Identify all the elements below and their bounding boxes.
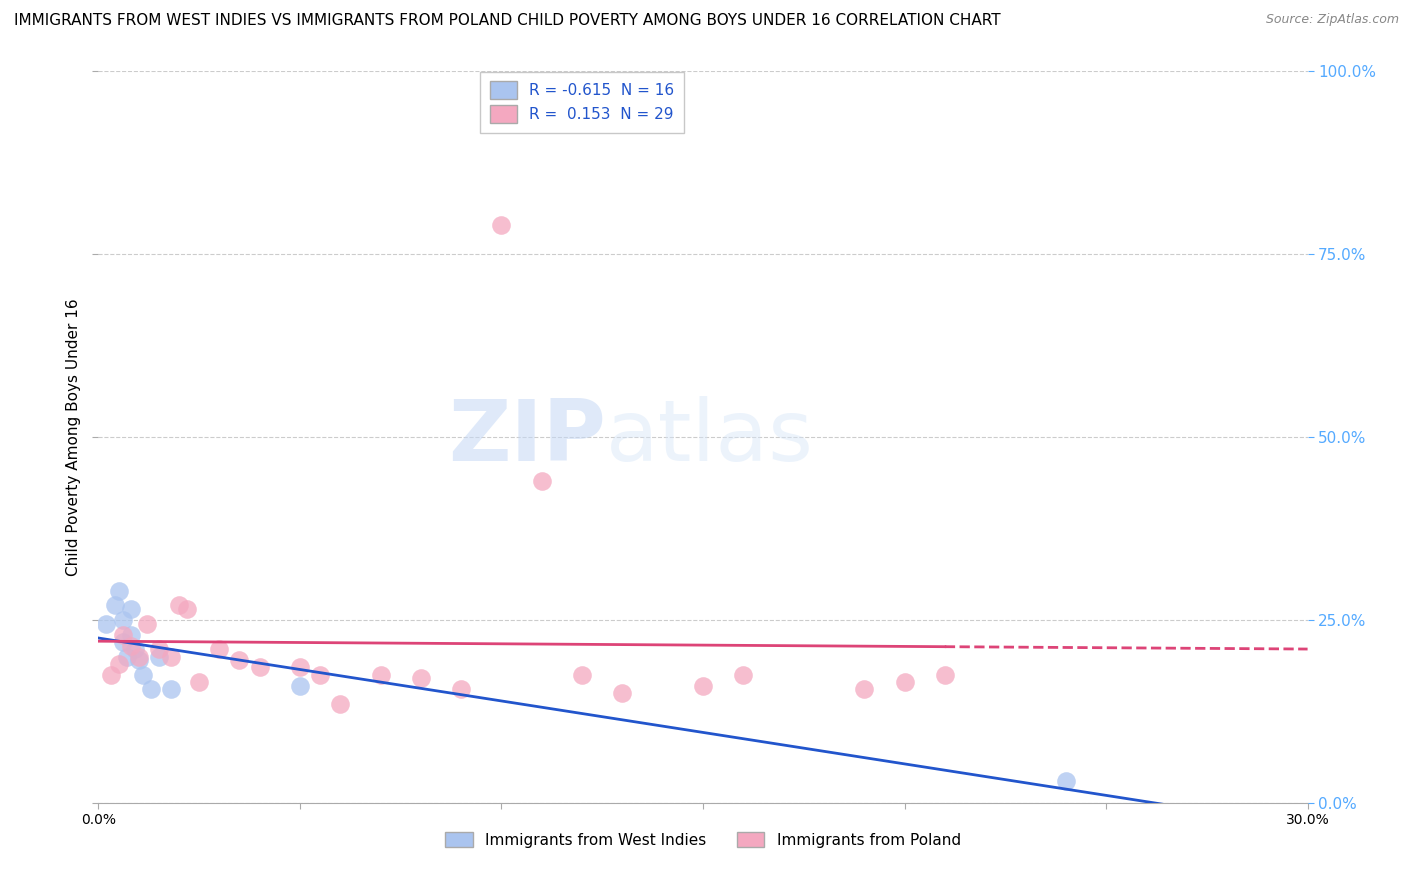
- Point: [115, 649, 138, 664]
- Point: [111, 627, 134, 641]
- Point: [103, 599, 125, 613]
- Text: atlas: atlas: [606, 395, 814, 479]
- Point: [96, 616, 118, 631]
- Point: [208, 642, 231, 657]
- Point: [139, 682, 162, 697]
- Point: [120, 627, 142, 641]
- Point: [571, 667, 593, 681]
- Point: [288, 660, 311, 674]
- Y-axis label: Child Poverty Among Boys Under 16: Child Poverty Among Boys Under 16: [66, 298, 82, 576]
- Point: [692, 679, 714, 693]
- Point: [612, 686, 634, 700]
- Point: [120, 639, 142, 653]
- Point: [530, 474, 553, 488]
- Point: [100, 667, 122, 681]
- Point: [111, 613, 134, 627]
- Point: [409, 672, 432, 686]
- Point: [160, 682, 183, 697]
- Point: [853, 682, 876, 697]
- Point: [228, 653, 250, 667]
- Point: [148, 642, 170, 657]
- Point: [733, 667, 755, 681]
- Point: [249, 660, 271, 674]
- Point: [135, 616, 157, 631]
- Text: ZIP: ZIP: [449, 395, 606, 479]
- Point: [329, 697, 352, 711]
- Point: [176, 602, 198, 616]
- Point: [309, 667, 332, 681]
- Point: [107, 657, 129, 671]
- Point: [370, 667, 392, 681]
- Point: [160, 649, 183, 664]
- Point: [128, 653, 150, 667]
- Point: [188, 675, 211, 690]
- Point: [491, 218, 513, 232]
- Point: [450, 682, 472, 697]
- Point: [893, 675, 915, 690]
- Point: [167, 599, 190, 613]
- Legend: Immigrants from West Indies, Immigrants from Poland: Immigrants from West Indies, Immigrants …: [439, 825, 967, 854]
- Point: [934, 667, 956, 681]
- Text: IMMIGRANTS FROM WEST INDIES VS IMMIGRANTS FROM POLAND CHILD POVERTY AMONG BOYS U: IMMIGRANTS FROM WEST INDIES VS IMMIGRANT…: [14, 13, 1001, 29]
- Point: [124, 642, 146, 657]
- Point: [120, 602, 142, 616]
- Point: [128, 649, 150, 664]
- Point: [107, 583, 129, 598]
- Point: [288, 679, 311, 693]
- Point: [132, 667, 155, 681]
- Point: [111, 635, 134, 649]
- Point: [148, 649, 170, 664]
- Text: Source: ZipAtlas.com: Source: ZipAtlas.com: [1265, 13, 1399, 27]
- Point: [1054, 773, 1077, 788]
